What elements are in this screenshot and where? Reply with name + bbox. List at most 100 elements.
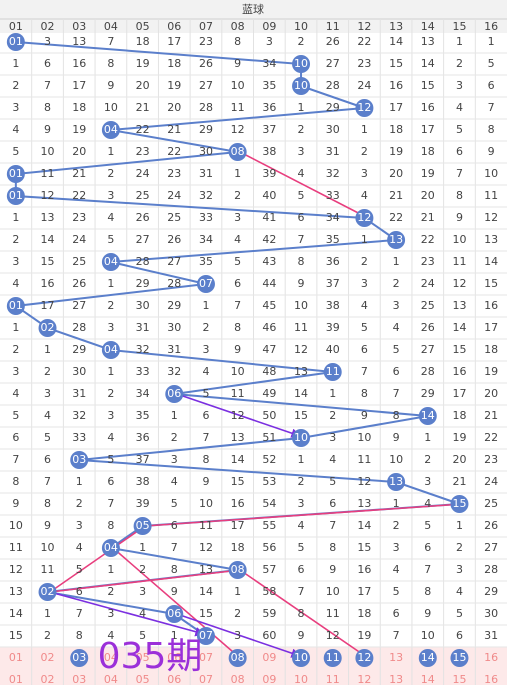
miss-count: 42: [262, 233, 276, 246]
footer-number: 05: [136, 651, 150, 664]
miss-count: 14: [199, 585, 213, 598]
extra-lines: [49, 151, 463, 659]
miss-count: 33: [326, 189, 340, 202]
miss-count: 60: [262, 629, 276, 642]
miss-count: 5: [361, 321, 368, 334]
miss-count: 2: [44, 629, 51, 642]
miss-count: 8: [298, 607, 305, 620]
miss-count: 27: [484, 541, 498, 554]
ball: [6, 187, 25, 205]
miss-count: 17: [484, 321, 498, 334]
ball: [6, 165, 25, 183]
column-header: 06: [167, 20, 181, 33]
miss-count: 3: [107, 607, 114, 620]
miss-count: 20: [136, 79, 150, 92]
miss-count: 4: [456, 585, 463, 598]
miss-count: 4: [202, 365, 209, 378]
ball-number: 13: [389, 475, 403, 488]
footer-number: 02: [41, 651, 55, 664]
miss-count: 34: [262, 57, 276, 70]
miss-count: 1: [44, 607, 51, 620]
miss-count: 11: [326, 607, 340, 620]
miss-count: 39: [136, 497, 150, 510]
miss-count: 2: [234, 189, 241, 202]
miss-count: 6: [456, 629, 463, 642]
miss-count: 50: [262, 409, 276, 422]
miss-count: 1: [456, 519, 463, 532]
miss-count: 16: [357, 563, 371, 576]
miss-count: 37: [262, 123, 276, 136]
miss-count: 5: [488, 57, 495, 70]
miss-count: 3: [202, 343, 209, 356]
miss-count: 8: [171, 563, 178, 576]
miss-count: 27: [136, 233, 150, 246]
miss-count: 13: [41, 211, 55, 224]
footer-number: 13: [389, 673, 403, 685]
miss-count: 17: [72, 79, 86, 92]
miss-count: 1: [139, 541, 146, 554]
period-overlay: 035期: [98, 636, 203, 677]
miss-count: 6: [361, 343, 368, 356]
miss-count: 17: [357, 585, 371, 598]
ball: [101, 341, 120, 359]
miss-count: 41: [262, 211, 276, 224]
miss-count: 19: [389, 145, 403, 158]
miss-count: 53: [262, 475, 276, 488]
ball: [323, 363, 342, 381]
miss-count: 1: [488, 35, 495, 48]
column-header: 08: [231, 20, 245, 33]
miss-count: 8: [234, 35, 241, 48]
miss-count: 4: [12, 123, 19, 136]
miss-count: 18: [167, 57, 181, 70]
miss-count: 7: [107, 35, 114, 48]
miss-count: 13: [9, 585, 23, 598]
miss-count: 3: [361, 277, 368, 290]
ball-number: 04: [104, 343, 118, 356]
miss-count: 2: [361, 145, 368, 158]
miss-count: 31: [167, 343, 181, 356]
miss-count: 20: [72, 145, 86, 158]
miss-count: 9: [424, 607, 431, 620]
ball: [355, 649, 374, 667]
miss-count: 17: [231, 519, 245, 532]
ball: [387, 231, 406, 249]
miss-count: 15: [41, 255, 55, 268]
miss-count: 4: [76, 541, 83, 554]
miss-count: 3: [298, 497, 305, 510]
miss-count: 15: [421, 79, 435, 92]
miss-count: 1: [12, 57, 19, 70]
miss-count: 3: [393, 299, 400, 312]
footer-number: 08: [231, 673, 245, 685]
body: 01 3 13 7 18 17 23 8 3 2 26 22 14 13 1 11 6 16 8 19 18 26 9 34 1…: [6, 33, 498, 645]
miss-count: 20: [452, 453, 466, 466]
ball: [228, 143, 247, 161]
ball-number: 10: [294, 57, 308, 70]
miss-count: 10: [41, 145, 55, 158]
miss-count: 3: [12, 365, 19, 378]
miss-count: 6: [393, 607, 400, 620]
miss-count: 22: [421, 233, 435, 246]
footer-number: 04: [104, 673, 118, 685]
miss-count: 36: [262, 101, 276, 114]
miss-count: 19: [484, 365, 498, 378]
miss-count: 10: [41, 541, 55, 554]
miss-count: 5: [456, 607, 463, 620]
miss-count: 32: [72, 409, 86, 422]
miss-count: 14: [357, 519, 371, 532]
column-header: 05: [136, 20, 150, 33]
ball: [38, 583, 57, 601]
miss-count: 13: [72, 35, 86, 48]
miss-count: 7: [76, 607, 83, 620]
miss-count: 1: [107, 145, 114, 158]
miss-count: 9: [234, 57, 241, 70]
miss-count: 22: [72, 189, 86, 202]
miss-count: 29: [484, 585, 498, 598]
ball: [323, 649, 342, 667]
miss-count: 19: [357, 629, 371, 642]
footer-number: 01: [9, 673, 23, 685]
miss-count: 36: [136, 431, 150, 444]
miss-count: 3: [107, 321, 114, 334]
miss-count: 2: [393, 277, 400, 290]
miss-count: 45: [262, 299, 276, 312]
ball: [418, 407, 437, 425]
